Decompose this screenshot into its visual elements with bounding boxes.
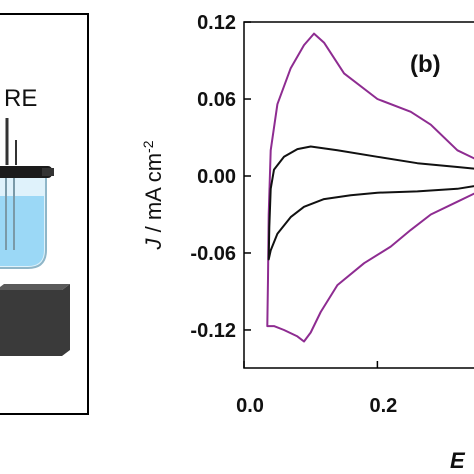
y-tick-label: -0.06	[190, 243, 236, 265]
plot-frame	[243, 21, 474, 369]
y-tick-label: -0.12	[190, 320, 236, 342]
cell-frame	[0, 13, 89, 415]
electrolyte-solution	[0, 196, 44, 266]
stirrer-base	[0, 284, 70, 356]
data-series	[266, 32, 474, 343]
cv-chart: (b) J / mA cm-2 E 0.12 0.06 0.00 -0.06 -0.12…	[140, 12, 474, 473]
cell-illustration: RE	[0, 13, 89, 415]
reference-electrode-label: RE	[4, 85, 37, 112]
cell-cap	[0, 166, 52, 178]
y-tick-label: 0.00	[197, 166, 236, 188]
y-tick-label: 0.12	[197, 12, 236, 34]
x-tick-label: 0.2	[369, 395, 397, 417]
x-axis: 0.0 0.2	[236, 361, 397, 417]
stirrer-base-top	[0, 284, 70, 290]
x-tick-label: 0.0	[236, 395, 264, 417]
y-axis-label: J / mA cm-2	[140, 140, 166, 250]
x-axis-label-fragment: E	[450, 448, 466, 473]
cell-cap-knob	[42, 168, 54, 176]
panel-label: (b)	[410, 51, 441, 78]
cv-curve-1	[266, 32, 474, 343]
cv-curve-2	[267, 145, 474, 261]
y-tick-label: 0.06	[197, 89, 236, 111]
y-axis: 0.12 0.06 0.00 -0.06 -0.12	[190, 12, 251, 342]
